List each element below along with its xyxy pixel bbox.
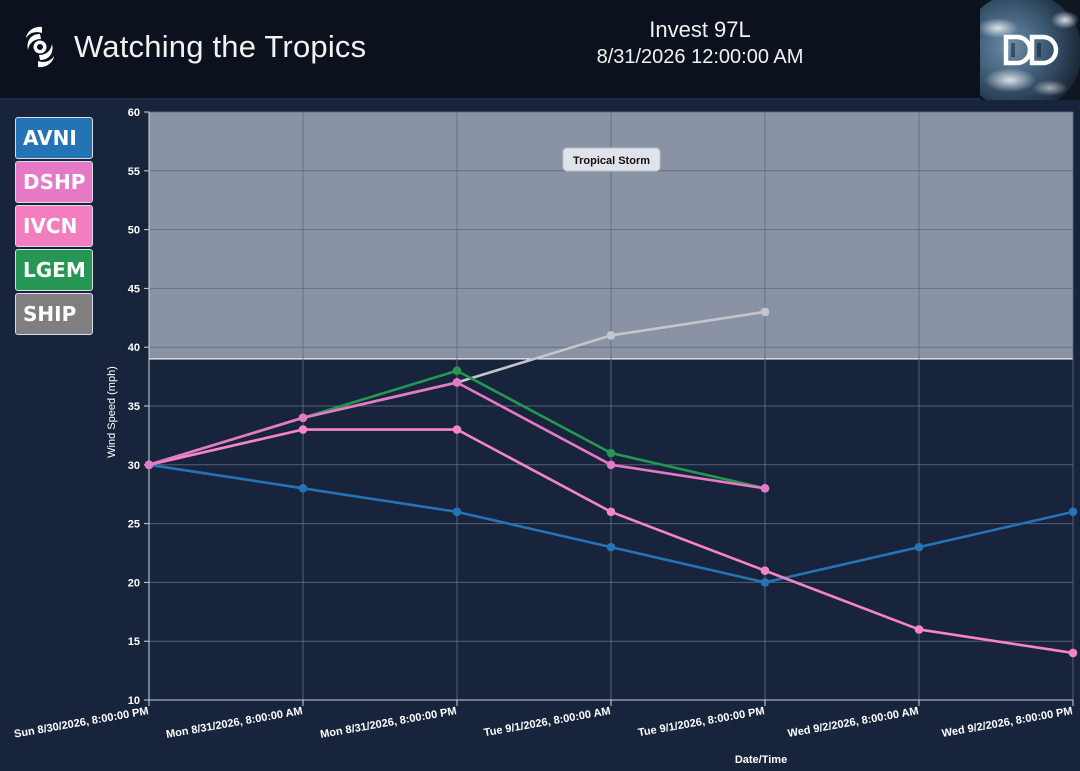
point-avni bbox=[298, 484, 308, 493]
storm-info: Invest 97L 8/31/2026 12:00:00 AM bbox=[540, 16, 860, 70]
band-label: Tropical Storm bbox=[562, 147, 661, 172]
y-tick-label: 10 bbox=[128, 695, 140, 707]
band-label-text: Tropical Storm bbox=[573, 155, 650, 167]
y-tick-label: 15 bbox=[128, 636, 140, 648]
y-tick-label: 30 bbox=[128, 460, 140, 472]
point-dshp bbox=[914, 625, 924, 634]
y-axis-title: Wind Speed (mph) bbox=[106, 366, 118, 458]
y-tick-label: 50 bbox=[128, 225, 140, 237]
x-tick-label: Tue 9/1/2026, 8:00:00 AM bbox=[483, 705, 612, 739]
y-tick-label: 20 bbox=[128, 577, 140, 589]
point-ship bbox=[606, 331, 616, 340]
globe-logo-icon bbox=[980, 0, 1080, 100]
site-title: Watching the Tropics bbox=[74, 29, 367, 64]
y-tick-label: 35 bbox=[128, 401, 140, 413]
storm-name: Invest 97L bbox=[649, 17, 751, 42]
point-avni bbox=[914, 542, 924, 552]
legend-avni-button[interactable]: AVNI bbox=[15, 117, 93, 159]
y-tick-label: 60 bbox=[128, 107, 140, 119]
point-avni bbox=[1068, 507, 1078, 517]
point-avni bbox=[606, 542, 616, 552]
dd-globe-logo[interactable] bbox=[980, 0, 1080, 100]
model-legend: AVNI DSHP IVCN LGEM SHIP bbox=[15, 117, 93, 337]
band-label-box bbox=[562, 147, 661, 172]
point-ivcn bbox=[606, 460, 616, 470]
x-tick-label: Sun 8/30/2026, 8:00:00 PM bbox=[13, 705, 149, 740]
y-tick-label: 45 bbox=[128, 283, 140, 295]
point-avni bbox=[452, 507, 462, 517]
x-tick-label: Wed 9/2/2026, 8:00:00 AM bbox=[787, 705, 920, 740]
point-lgem bbox=[606, 448, 616, 458]
x-tick-label: Mon 8/31/2026, 8:00:00 PM bbox=[319, 705, 457, 741]
point-ship bbox=[760, 307, 770, 317]
point-dshp bbox=[298, 425, 308, 434]
x-tick-label: Wed 9/2/2026, 8:00:00 PM bbox=[941, 705, 1074, 740]
point-dshp bbox=[760, 566, 770, 575]
y-tick-label: 40 bbox=[128, 342, 140, 354]
point-dshp bbox=[1068, 648, 1078, 658]
point-dshp bbox=[452, 425, 462, 434]
brand[interactable]: Watching the Tropics bbox=[20, 22, 366, 72]
point-lgem bbox=[452, 366, 462, 376]
storm-datetime: 8/31/2026 12:00:00 AM bbox=[596, 46, 804, 68]
point-ivcn bbox=[760, 484, 770, 493]
x-tick-label: Tue 9/1/2026, 8:00:00 PM bbox=[637, 705, 765, 739]
legend-ship-button[interactable]: SHIP bbox=[15, 293, 93, 335]
point-ivcn bbox=[298, 413, 308, 423]
y-tick-label: 25 bbox=[128, 519, 140, 531]
x-axis-title: Date/Time bbox=[735, 754, 787, 766]
x-tick-label: Mon 8/31/2026, 8:00:00 AM bbox=[165, 705, 303, 741]
point-ivcn bbox=[144, 460, 154, 470]
point-dshp bbox=[606, 507, 616, 517]
point-ivcn bbox=[452, 378, 462, 387]
legend-ivcn-button[interactable]: IVCN bbox=[15, 205, 93, 247]
header-bar: Watching the Tropics Invest 97L 8/31/202… bbox=[0, 0, 1080, 100]
hurricane-icon bbox=[26, 26, 54, 68]
legend-lgem-button[interactable]: LGEM bbox=[15, 249, 93, 291]
point-avni bbox=[760, 578, 770, 587]
legend-dshp-button[interactable]: DSHP bbox=[15, 161, 93, 203]
y-tick-label: 55 bbox=[128, 166, 140, 178]
wind-speed-chart: 10 15 20 25 30 35 40 45 50 55 60 Sun 8/30/2026, 8:0… bbox=[13, 107, 1078, 766]
